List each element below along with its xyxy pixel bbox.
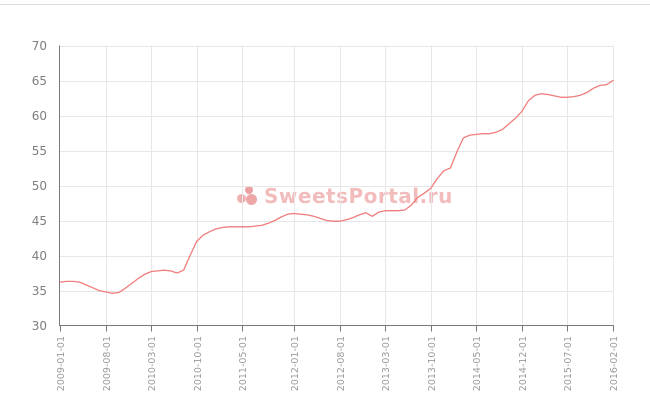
x-axis-label: 2013-03-01 xyxy=(381,336,392,391)
x-axis-label: 2015-07-01 xyxy=(563,336,574,391)
y-axis-label: 70 xyxy=(32,39,47,53)
x-axis-label: 2010-03-01 xyxy=(147,336,158,391)
top-border-line xyxy=(0,4,650,5)
x-axis-label: 2014-05-01 xyxy=(472,336,483,391)
x-axis-label: 2011-05-01 xyxy=(238,336,249,391)
x-axis-label: 2009-01-01 xyxy=(56,336,67,391)
y-axis-label: 35 xyxy=(32,284,47,298)
y-axis-label: 45 xyxy=(32,214,47,228)
x-axis-label: 2012-08-01 xyxy=(336,336,347,391)
series-line xyxy=(59,79,614,294)
x-axis-label: 2010-10-01 xyxy=(193,336,204,391)
y-axis-label: 65 xyxy=(32,74,47,88)
x-axis-label: 2014-12-01 xyxy=(518,336,529,391)
y-axis-label: 30 xyxy=(32,319,47,333)
x-axis-label: 2013-10-01 xyxy=(427,336,438,391)
x-axis-label: 2016-02-01 xyxy=(609,336,620,391)
y-axis-label: 60 xyxy=(32,109,47,123)
x-axis-label: 2009-08-01 xyxy=(102,336,113,391)
y-axis-label: 50 xyxy=(32,179,47,193)
y-axis-label: 55 xyxy=(32,144,47,158)
x-axis-label: 2012-01-01 xyxy=(290,336,301,391)
y-axis-label: 40 xyxy=(32,249,47,263)
